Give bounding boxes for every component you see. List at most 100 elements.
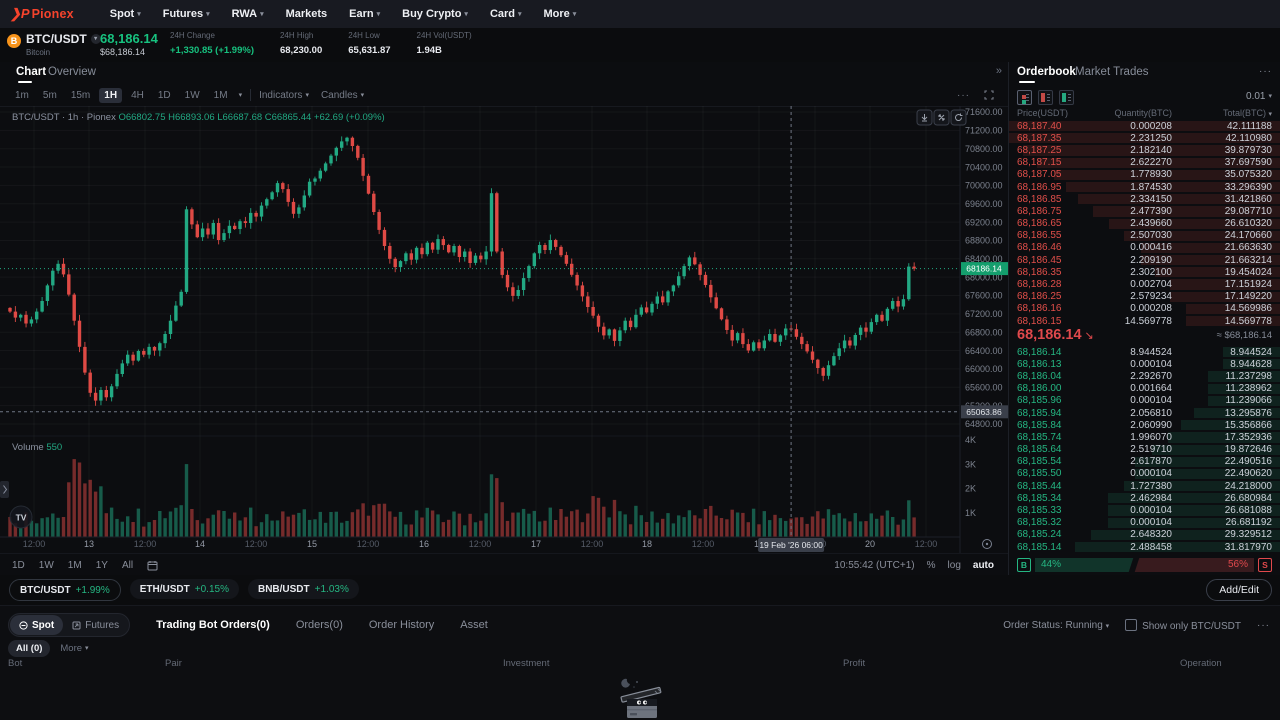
tab-market-trades[interactable]: Market Trades bbox=[1075, 66, 1149, 78]
interval-4h[interactable]: 4H bbox=[131, 89, 144, 101]
bid-row[interactable]: 68,186.14 8.944524 8.944524 bbox=[1009, 346, 1280, 358]
tab-overview[interactable]: Overview bbox=[48, 66, 96, 78]
range-1w[interactable]: 1W bbox=[38, 559, 54, 571]
orders-more-icon[interactable]: ··· bbox=[1257, 619, 1270, 631]
ask-row[interactable]: 68,186.46 0.000416 21.663630 bbox=[1009, 242, 1280, 254]
ask-row[interactable]: 68,186.15 14.569778 14.569778 bbox=[1009, 315, 1280, 327]
ask-total: 17.149220 bbox=[1224, 291, 1272, 303]
orderbook-more-icon[interactable]: ··· bbox=[1259, 66, 1272, 77]
tab-chart[interactable]: Chart bbox=[16, 66, 47, 83]
filter-all-button[interactable]: All (0) bbox=[8, 640, 51, 657]
bid-row[interactable]: 68,185.94 2.056810 13.295876 bbox=[1009, 407, 1280, 419]
depth-bar bbox=[1154, 267, 1280, 278]
watchlist-pill-eth-usdt[interactable]: ETH/USDT +0.15% bbox=[129, 579, 239, 599]
watchlist-pill-btc-usdt[interactable]: BTC/USDT +1.99% bbox=[9, 579, 121, 601]
range-1m[interactable]: 1M bbox=[67, 559, 82, 571]
bid-row[interactable]: 68,185.96 0.000104 11.239066 bbox=[1009, 395, 1280, 407]
bid-row[interactable]: 68,185.54 2.617870 22.490516 bbox=[1009, 456, 1280, 468]
orders-tab-order-history[interactable]: Order History bbox=[368, 619, 435, 631]
interval-dropdown-icon[interactable]: ▾ bbox=[238, 91, 243, 99]
collapse-panel-icon[interactable]: » bbox=[995, 65, 1002, 77]
depth-bar bbox=[1207, 395, 1280, 406]
add-edit-button[interactable]: Add/Edit bbox=[1206, 579, 1272, 601]
nav-item-spot[interactable]: Spot ▾ bbox=[109, 8, 141, 20]
show-only-pair-checkbox[interactable]: Show only BTC/USDT bbox=[1125, 618, 1241, 632]
calendar-icon[interactable] bbox=[147, 560, 158, 571]
ask-row[interactable]: 68,187.05 1.778930 35.075320 bbox=[1009, 169, 1280, 181]
bid-row[interactable]: 68,185.24 2.648320 29.329512 bbox=[1009, 529, 1280, 541]
svg-text:12:00: 12:00 bbox=[23, 539, 46, 549]
bid-row[interactable]: 68,185.50 0.000104 22.490620 bbox=[1009, 468, 1280, 480]
range-1d[interactable]: 1D bbox=[12, 559, 25, 571]
nav-item-futures[interactable]: Futures ▾ bbox=[162, 8, 210, 20]
range-1y[interactable]: 1Y bbox=[95, 559, 108, 571]
bid-row[interactable]: 68,185.14 2.488458 31.817970 bbox=[1009, 541, 1280, 553]
ask-row[interactable]: 68,187.25 2.182140 39.879730 bbox=[1009, 144, 1280, 156]
bid-row[interactable]: 68,186.00 0.001664 11.238962 bbox=[1009, 383, 1280, 395]
ask-row[interactable]: 68,187.15 2.622270 37.697590 bbox=[1009, 157, 1280, 169]
orders-tab-trading-bot-orders-0[interactable]: Trading Bot Orders(0) bbox=[156, 619, 270, 631]
interval-15m[interactable]: 15m bbox=[70, 89, 91, 101]
ask-row[interactable]: 68,186.35 2.302100 19.454024 bbox=[1009, 266, 1280, 278]
clock-label[interactable]: 10:55:42 (UTC+1) bbox=[834, 559, 915, 571]
bid-row[interactable]: 68,185.74 1.996070 17.352936 bbox=[1009, 431, 1280, 443]
interval-1m[interactable]: 1M bbox=[213, 89, 228, 101]
candles-menu[interactable]: Candles ▾ bbox=[320, 89, 365, 101]
range-all[interactable]: All bbox=[121, 559, 134, 571]
ask-row[interactable]: 68,186.65 2.439660 26.610320 bbox=[1009, 218, 1280, 230]
bid-row[interactable]: 68,185.44 1.727380 24.218000 bbox=[1009, 480, 1280, 492]
bid-row[interactable]: 68,186.13 0.000104 8.944628 bbox=[1009, 358, 1280, 370]
bid-row[interactable]: 68,185.33 0.000104 26.681088 bbox=[1009, 504, 1280, 516]
interval-5m[interactable]: 5m bbox=[42, 89, 57, 101]
mode-futures[interactable]: Futures bbox=[63, 615, 128, 635]
fullscreen-icon[interactable] bbox=[984, 90, 994, 100]
orders-panel: Spot Futures Trading Bot Orders(0) Orders… bbox=[0, 605, 1280, 720]
bid-row[interactable]: 68,185.34 2.462984 26.680984 bbox=[1009, 492, 1280, 504]
filter-more-button[interactable]: More ▾ bbox=[60, 643, 89, 654]
view-bids-icon[interactable] bbox=[1059, 90, 1074, 105]
nav-item-markets[interactable]: Markets bbox=[285, 8, 328, 20]
ask-row[interactable]: 68,187.40 0.000208 42.111188 bbox=[1009, 120, 1280, 132]
view-asks-icon[interactable] bbox=[1038, 90, 1053, 105]
precision-selector[interactable]: 0.01 ▾ bbox=[1246, 91, 1272, 102]
interval-1w[interactable]: 1W bbox=[184, 89, 200, 101]
interval-1h[interactable]: 1H bbox=[99, 87, 123, 103]
bid-row[interactable]: 68,186.04 2.292670 11.237298 bbox=[1009, 370, 1280, 382]
chart-more-icon[interactable]: ··· bbox=[957, 89, 970, 101]
tab-orderbook[interactable]: Orderbook bbox=[1017, 66, 1076, 83]
watchlist-pill-bnb-usdt[interactable]: BNB/USDT +1.03% bbox=[247, 579, 359, 599]
ask-row[interactable]: 68,186.25 2.579234 17.149220 bbox=[1009, 291, 1280, 303]
view-both-icon[interactable] bbox=[1017, 90, 1032, 105]
bid-row[interactable]: 68,185.84 2.060990 15.356866 bbox=[1009, 419, 1280, 431]
percent-scale-button[interactable]: % bbox=[926, 559, 936, 571]
auto-scale-button[interactable]: auto bbox=[972, 559, 994, 571]
ask-row[interactable]: 68,186.75 2.477390 29.087710 bbox=[1009, 205, 1280, 217]
nav-item-more[interactable]: More ▾ bbox=[543, 8, 577, 20]
ask-row[interactable]: 68,186.55 2.507030 24.170660 bbox=[1009, 230, 1280, 242]
log-scale-button[interactable]: log bbox=[947, 559, 961, 571]
interval-1m[interactable]: 1m bbox=[15, 89, 29, 101]
pair-selector[interactable]: BTC/USDT ▾ bbox=[26, 32, 101, 46]
ask-row[interactable]: 68,187.35 2.231250 42.110980 bbox=[1009, 132, 1280, 144]
ask-row[interactable]: 68,186.16 0.000208 14.569986 bbox=[1009, 303, 1280, 315]
column-total[interactable]: Total(BTC) ▾ bbox=[1222, 108, 1272, 118]
depth-bar bbox=[1169, 291, 1280, 302]
ask-row[interactable]: 68,186.85 2.334150 31.421860 bbox=[1009, 193, 1280, 205]
order-status-filter[interactable]: Order Status: Running ▾ bbox=[1003, 619, 1110, 631]
orders-tab-orders-0[interactable]: Orders(0) bbox=[295, 619, 343, 631]
ask-row[interactable]: 68,186.28 0.002704 17.151924 bbox=[1009, 278, 1280, 290]
nav-item-buy-crypto[interactable]: Buy Crypto ▾ bbox=[402, 8, 468, 20]
pionex-logo[interactable]: ❯P Pionex bbox=[10, 6, 74, 22]
orders-tab-asset[interactable]: Asset bbox=[460, 619, 488, 631]
interval-1d[interactable]: 1D bbox=[157, 89, 171, 101]
candlestick-chart[interactable]: 71600.00 71200.00 70800.00 70400.00 70000.00… bbox=[0, 106, 1008, 553]
nav-item-card[interactable]: Card ▾ bbox=[489, 8, 522, 20]
bid-row[interactable]: 68,185.64 2.519710 19.872646 bbox=[1009, 444, 1280, 456]
nav-item-earn[interactable]: Earn ▾ bbox=[349, 8, 381, 20]
mode-spot[interactable]: Spot bbox=[10, 615, 64, 635]
bid-row[interactable]: 68,185.32 0.000104 26.681192 bbox=[1009, 517, 1280, 529]
indicators-menu[interactable]: Indicators ▾ bbox=[259, 89, 309, 101]
nav-item-rwa[interactable]: RWA ▾ bbox=[231, 8, 264, 20]
ask-row[interactable]: 68,186.45 2.209190 21.663214 bbox=[1009, 254, 1280, 266]
ask-row[interactable]: 68,186.95 1.874530 33.296390 bbox=[1009, 181, 1280, 193]
